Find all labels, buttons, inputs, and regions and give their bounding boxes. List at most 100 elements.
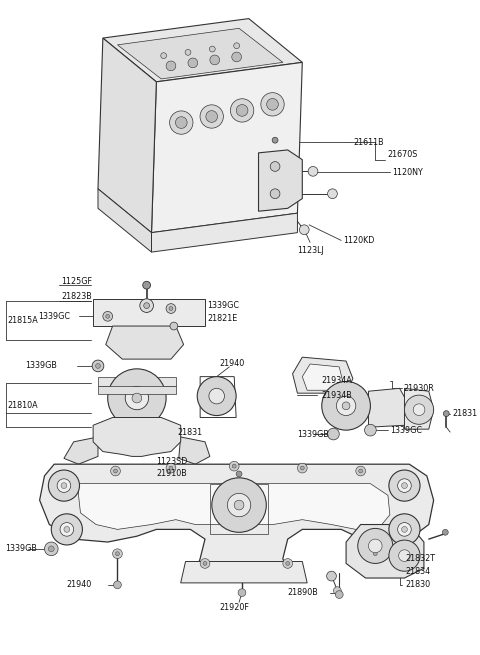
Polygon shape	[152, 213, 298, 252]
Circle shape	[398, 550, 410, 561]
Circle shape	[369, 539, 382, 553]
Circle shape	[206, 111, 217, 122]
Text: 21823B: 21823B	[61, 292, 92, 301]
Circle shape	[397, 479, 411, 493]
Polygon shape	[346, 525, 424, 578]
Circle shape	[283, 559, 293, 569]
Text: 1125GF: 1125GF	[61, 277, 92, 286]
Circle shape	[169, 111, 193, 134]
Circle shape	[334, 587, 341, 595]
Circle shape	[236, 471, 242, 477]
Text: 1339GC: 1339GC	[390, 426, 422, 435]
Circle shape	[300, 466, 304, 470]
Circle shape	[166, 304, 176, 313]
Bar	[93, 299, 205, 326]
Text: 21920F: 21920F	[220, 603, 250, 612]
Circle shape	[48, 546, 54, 552]
Circle shape	[114, 581, 121, 589]
Polygon shape	[64, 437, 98, 464]
Circle shape	[234, 500, 244, 510]
Circle shape	[300, 225, 309, 234]
Circle shape	[397, 523, 411, 536]
Text: 21940: 21940	[220, 360, 245, 369]
Polygon shape	[152, 62, 302, 233]
Text: 21940: 21940	[67, 580, 92, 590]
Bar	[98, 386, 176, 394]
Circle shape	[342, 402, 350, 410]
Circle shape	[270, 189, 280, 198]
Text: 21910B: 21910B	[156, 470, 187, 478]
Bar	[98, 377, 176, 386]
Circle shape	[261, 92, 284, 116]
Polygon shape	[106, 326, 184, 359]
Circle shape	[45, 542, 58, 555]
Text: 21834: 21834	[406, 567, 431, 576]
Circle shape	[232, 52, 241, 62]
Text: 1339GB: 1339GB	[25, 362, 57, 371]
Circle shape	[61, 483, 67, 489]
Polygon shape	[405, 388, 433, 429]
Circle shape	[200, 559, 210, 569]
Circle shape	[60, 523, 73, 536]
Circle shape	[210, 55, 220, 65]
Circle shape	[272, 138, 278, 143]
Polygon shape	[302, 364, 343, 390]
Polygon shape	[98, 38, 156, 233]
Polygon shape	[79, 483, 390, 529]
Circle shape	[373, 552, 377, 555]
Circle shape	[327, 428, 339, 440]
Text: 21815A: 21815A	[8, 316, 38, 325]
Circle shape	[140, 299, 154, 312]
Circle shape	[51, 514, 83, 545]
Circle shape	[197, 377, 236, 415]
Circle shape	[232, 464, 236, 468]
Circle shape	[358, 529, 393, 563]
Circle shape	[166, 61, 176, 71]
Circle shape	[92, 360, 104, 372]
Circle shape	[108, 369, 166, 427]
Circle shape	[188, 58, 198, 67]
Circle shape	[209, 388, 225, 404]
Circle shape	[267, 98, 278, 110]
Circle shape	[57, 479, 71, 493]
Circle shape	[389, 540, 420, 571]
Circle shape	[234, 43, 240, 48]
Text: 21831: 21831	[178, 428, 203, 437]
Polygon shape	[293, 357, 353, 393]
Circle shape	[238, 589, 246, 597]
Circle shape	[336, 396, 356, 415]
Polygon shape	[98, 189, 152, 252]
Circle shape	[270, 162, 280, 172]
Circle shape	[114, 469, 118, 473]
Polygon shape	[118, 28, 283, 79]
Circle shape	[185, 49, 191, 55]
Circle shape	[161, 53, 167, 58]
Circle shape	[356, 466, 366, 476]
Circle shape	[402, 483, 408, 489]
Circle shape	[116, 552, 120, 555]
Circle shape	[443, 529, 448, 535]
Circle shape	[169, 307, 173, 310]
Text: 21934A: 21934A	[322, 376, 352, 385]
Text: 1339GC: 1339GC	[207, 301, 239, 310]
Circle shape	[336, 591, 343, 599]
Circle shape	[48, 470, 80, 501]
Circle shape	[103, 311, 113, 321]
Circle shape	[170, 322, 178, 330]
Circle shape	[143, 281, 151, 289]
Circle shape	[389, 514, 420, 545]
Text: 1339GC: 1339GC	[37, 312, 70, 321]
Polygon shape	[259, 150, 302, 211]
Circle shape	[326, 571, 336, 581]
Circle shape	[106, 314, 109, 318]
Text: 21890B: 21890B	[288, 588, 318, 597]
Circle shape	[327, 189, 337, 198]
Text: 21810A: 21810A	[8, 402, 38, 410]
Text: 1339GB: 1339GB	[6, 544, 37, 553]
Text: 1123LJ: 1123LJ	[298, 246, 324, 255]
Circle shape	[96, 364, 100, 368]
Circle shape	[125, 386, 149, 410]
Polygon shape	[93, 417, 180, 457]
Circle shape	[444, 411, 449, 417]
Text: 21831: 21831	[452, 409, 477, 418]
